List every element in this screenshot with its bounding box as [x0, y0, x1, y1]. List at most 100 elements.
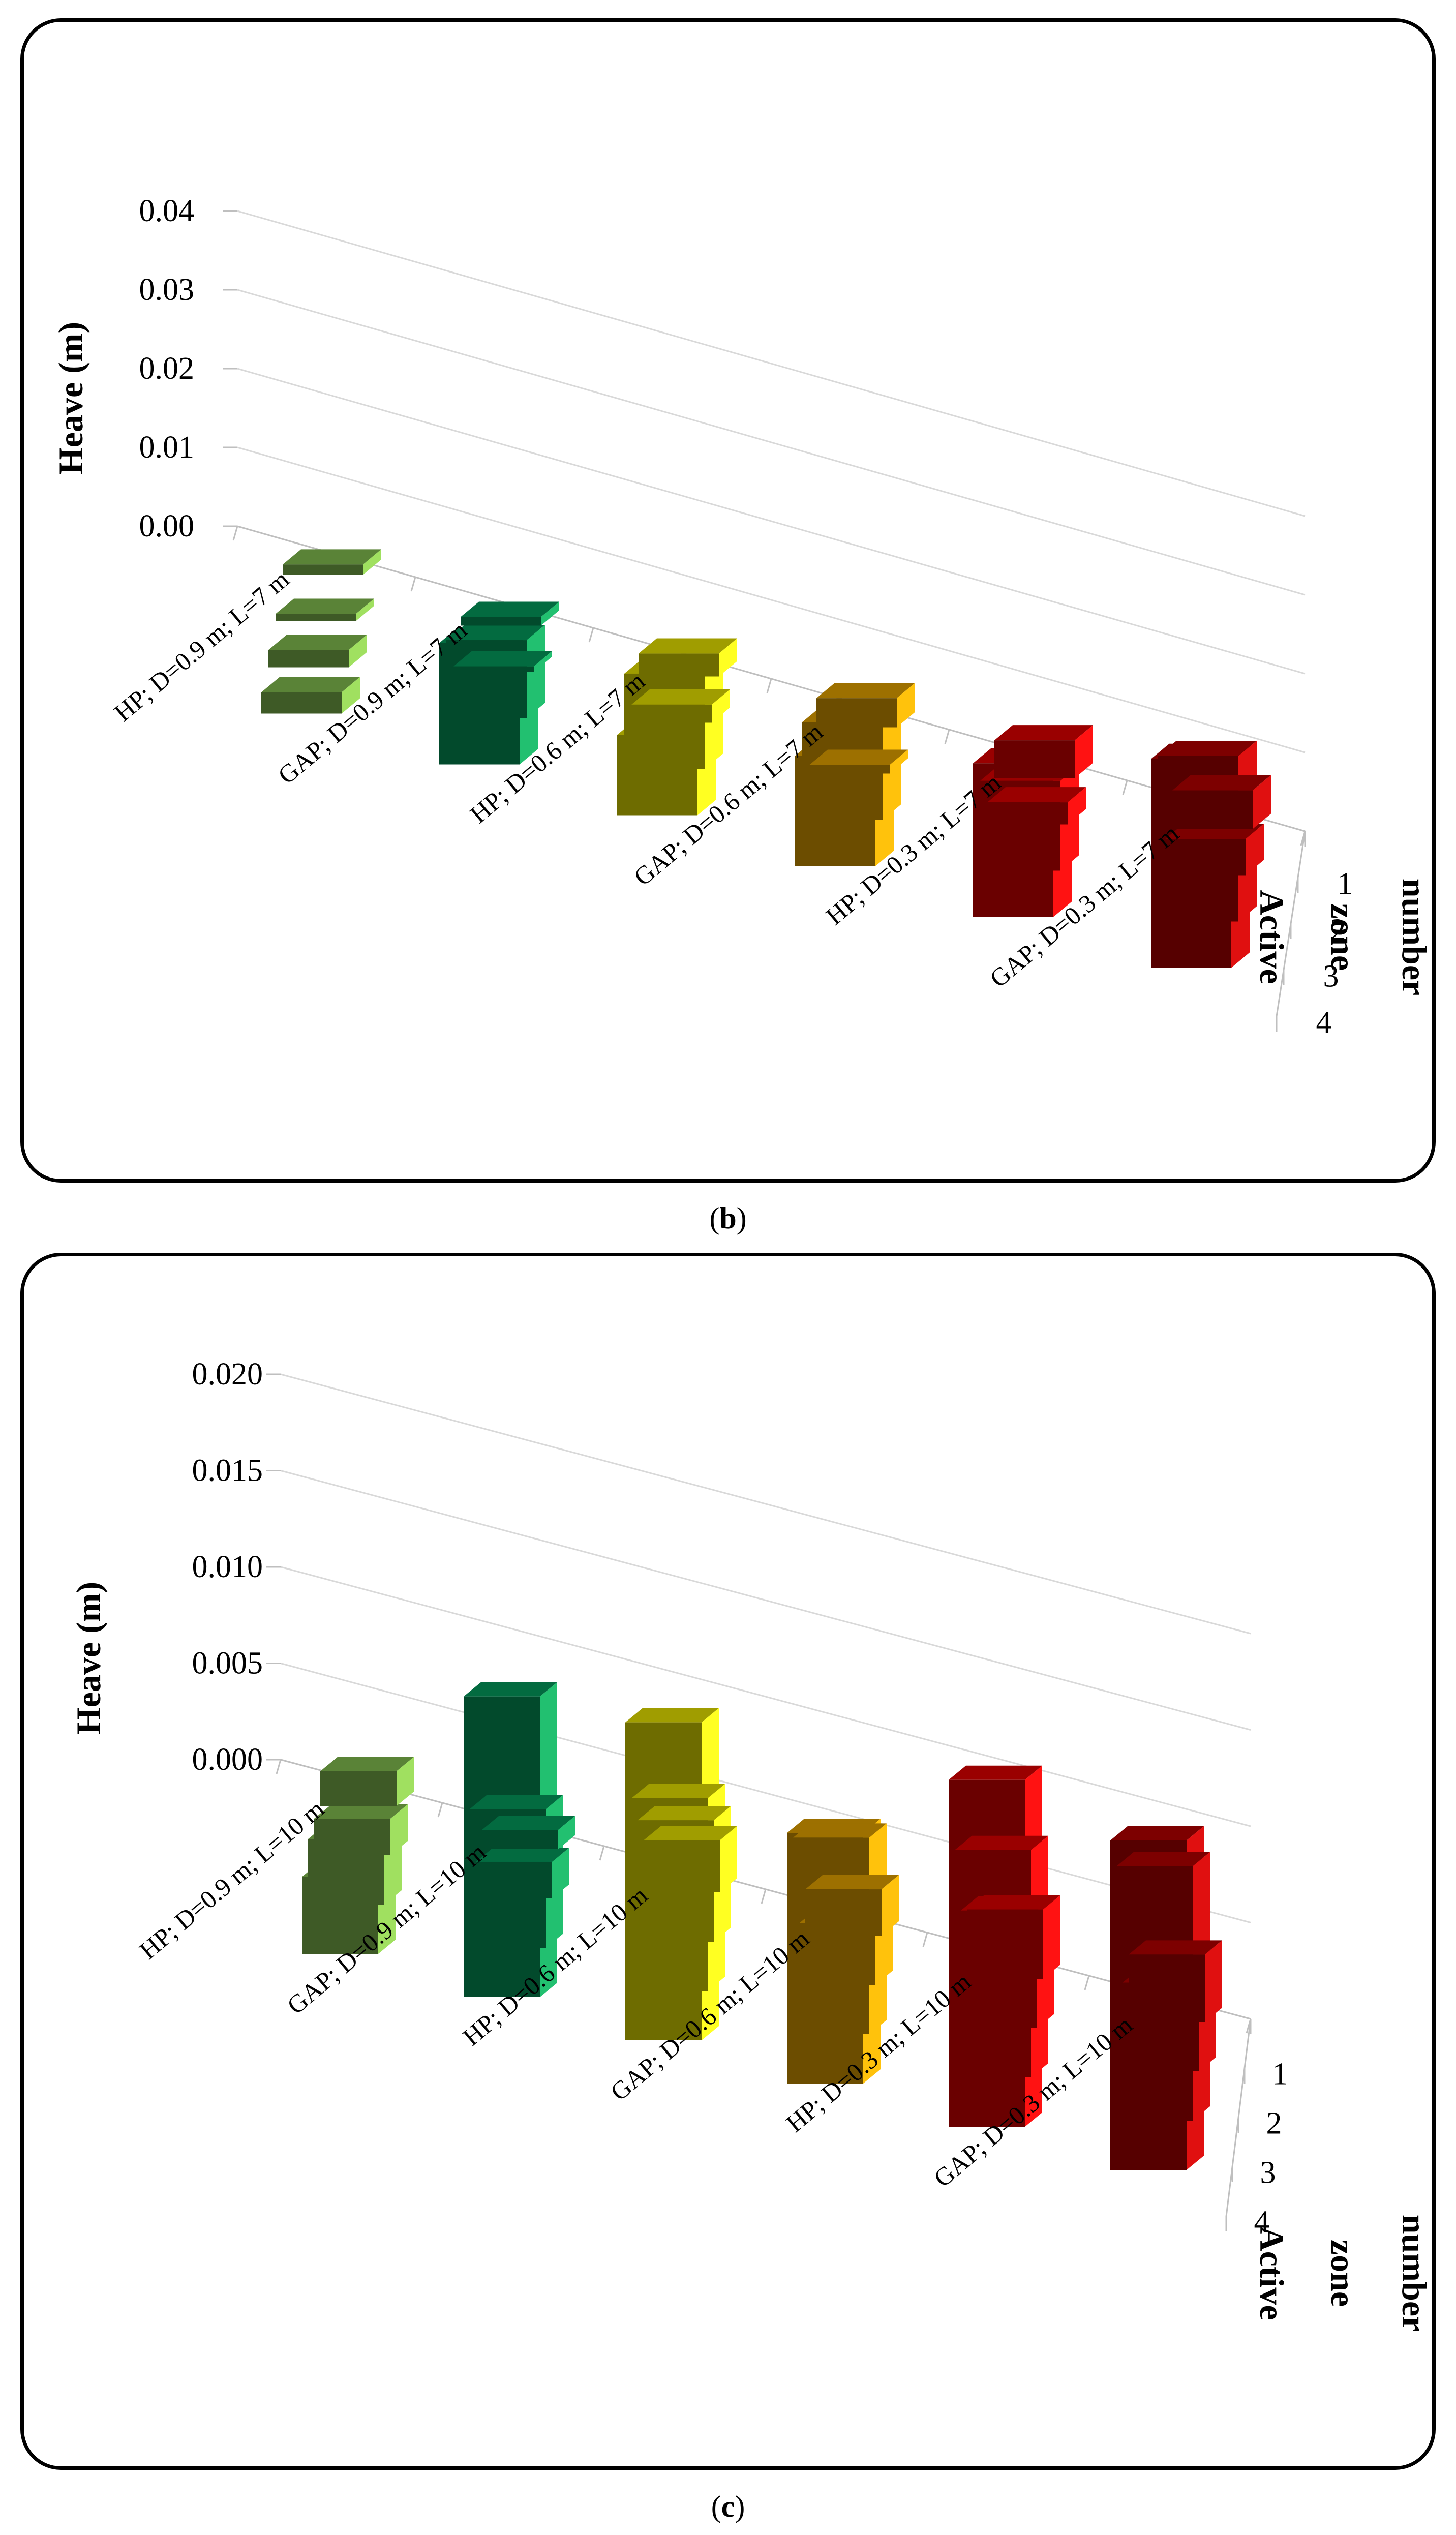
- z-axis-title-word: number: [1395, 2215, 1434, 2332]
- bar-top: [470, 1795, 563, 1809]
- bar-side: [356, 598, 374, 621]
- bar-side: [890, 749, 908, 774]
- bar-front: [261, 692, 342, 714]
- bar-top: [283, 549, 381, 565]
- z-tick-label: 3: [1323, 959, 1339, 994]
- z-tick-label: 2: [1330, 913, 1346, 948]
- chart-svg-c: 0.000 0.005 0.010 0.015 0.020 Heave (m) HP; D=…: [69, 1357, 1434, 2332]
- category-tick-mark: [437, 1802, 443, 1818]
- z-axis-title-word: zone: [1324, 2240, 1362, 2307]
- bar-top: [320, 1757, 414, 1771]
- y-tick-label: 0.020: [192, 1357, 263, 1392]
- category-tick-mark: [588, 627, 594, 643]
- bar-c1-z1-cat2: [482, 1816, 575, 1849]
- bar-top: [268, 635, 367, 650]
- bar-top: [816, 683, 915, 699]
- y-tick-label: 0.00: [139, 509, 195, 544]
- y-tick-label: 0.02: [139, 351, 195, 386]
- bar-front: [1172, 790, 1253, 829]
- bar-c1-z1-cat5: [967, 1895, 1060, 1979]
- bar-front: [987, 802, 1068, 825]
- z-tick-label: 4: [1254, 2205, 1270, 2240]
- bar-front: [967, 1909, 1043, 1979]
- category-tick-mark: [944, 729, 950, 744]
- bar-c0-z2-cat6: [1165, 824, 1264, 876]
- z-axis-title-word: Active: [1253, 890, 1291, 984]
- gridline: [237, 368, 1306, 675]
- bar-c0-z2-cat3: [631, 689, 730, 723]
- bar-c0-z4-cat1: [261, 677, 360, 714]
- chart-panel-b: 0.00 0.01 0.02 0.03 0.04 Heave (m) HP; D=0.9 m…: [20, 18, 1436, 1183]
- bar-c1-z1-cat4: [805, 1875, 899, 1936]
- bar-side: [1075, 725, 1093, 778]
- bar-side: [1246, 824, 1264, 876]
- category-tick-mark: [922, 1932, 928, 1947]
- gridline: [280, 1470, 1251, 1731]
- z-axis-title-word: number: [1395, 879, 1434, 995]
- bar-front: [639, 653, 719, 677]
- bar-front: [631, 704, 712, 723]
- y-tick-label: 0.010: [192, 1550, 263, 1584]
- gridline: [280, 1566, 1251, 1827]
- bar-front: [805, 1889, 882, 1936]
- z-axis-title-word: zone: [1324, 903, 1362, 971]
- bar-front: [320, 1771, 397, 1806]
- category-label: HP; D=0.9 m; L=10 m: [134, 1794, 330, 1965]
- category-tick-mark: [276, 1759, 282, 1774]
- bar-top: [464, 1682, 557, 1697]
- bar-c1-z2-cat2: [476, 1847, 569, 1898]
- bar-top: [314, 1804, 408, 1819]
- y-tick-label: 0.03: [139, 273, 195, 307]
- bar-side: [363, 549, 381, 575]
- bar-c1-z2-cat1: [314, 1804, 408, 1855]
- bar-top: [1172, 775, 1271, 791]
- bar-top: [1116, 1852, 1210, 1866]
- y-tick-label: 0.005: [192, 1646, 263, 1681]
- z-axis-title-word: Active: [1253, 2226, 1291, 2320]
- gridline: [237, 289, 1306, 596]
- bar-top: [625, 1708, 719, 1723]
- bar-front: [1165, 839, 1246, 876]
- bar-top: [1110, 1826, 1204, 1840]
- bar-side: [712, 689, 730, 723]
- bar-side: [534, 651, 552, 672]
- bar-side: [897, 683, 915, 728]
- bar-side: [719, 638, 737, 677]
- y-axis-title: Heave (m): [51, 322, 90, 474]
- bar-side: [349, 635, 367, 668]
- bar-top: [967, 1895, 1060, 1910]
- bar-front: [816, 698, 897, 728]
- bar-top: [644, 1826, 737, 1840]
- bar-side: [342, 677, 360, 714]
- bar-side: [397, 1757, 414, 1806]
- bar-c0-z2-cat4: [809, 749, 908, 774]
- category-tick-mark: [1084, 1975, 1090, 1990]
- bar-top: [639, 638, 737, 654]
- bar-side: [558, 1816, 575, 1849]
- bar-top: [631, 689, 730, 705]
- bar-front: [314, 1818, 390, 1855]
- bar-top: [987, 787, 1086, 803]
- bar-top: [476, 1847, 569, 1862]
- bar-side: [720, 1826, 737, 1892]
- bar-side: [552, 1847, 569, 1898]
- y-tick-label: 0.000: [192, 1742, 263, 1777]
- bar-c1-z1-cat6: [1129, 1940, 1222, 2022]
- bar-front: [482, 1830, 558, 1849]
- bar-front: [268, 650, 349, 668]
- z-tick-label: 1: [1272, 2057, 1288, 2092]
- bar-top: [276, 598, 374, 614]
- bar-top: [793, 1823, 887, 1838]
- bar-front: [644, 1840, 720, 1892]
- category-tick-mark: [599, 1846, 605, 1861]
- bar-front: [276, 614, 356, 621]
- bar-c0-z1-cat4: [816, 683, 915, 728]
- y-axis-title: Heave (m): [69, 1582, 108, 1734]
- y-tick-label: 0.015: [192, 1454, 263, 1488]
- bar-top: [805, 1875, 899, 1890]
- caption-b: (b): [709, 1201, 747, 1235]
- bar-side: [390, 1804, 408, 1855]
- bar-top: [955, 1835, 1048, 1850]
- bar-c0-z1-cat2: [461, 601, 559, 626]
- bar-side: [1253, 775, 1271, 829]
